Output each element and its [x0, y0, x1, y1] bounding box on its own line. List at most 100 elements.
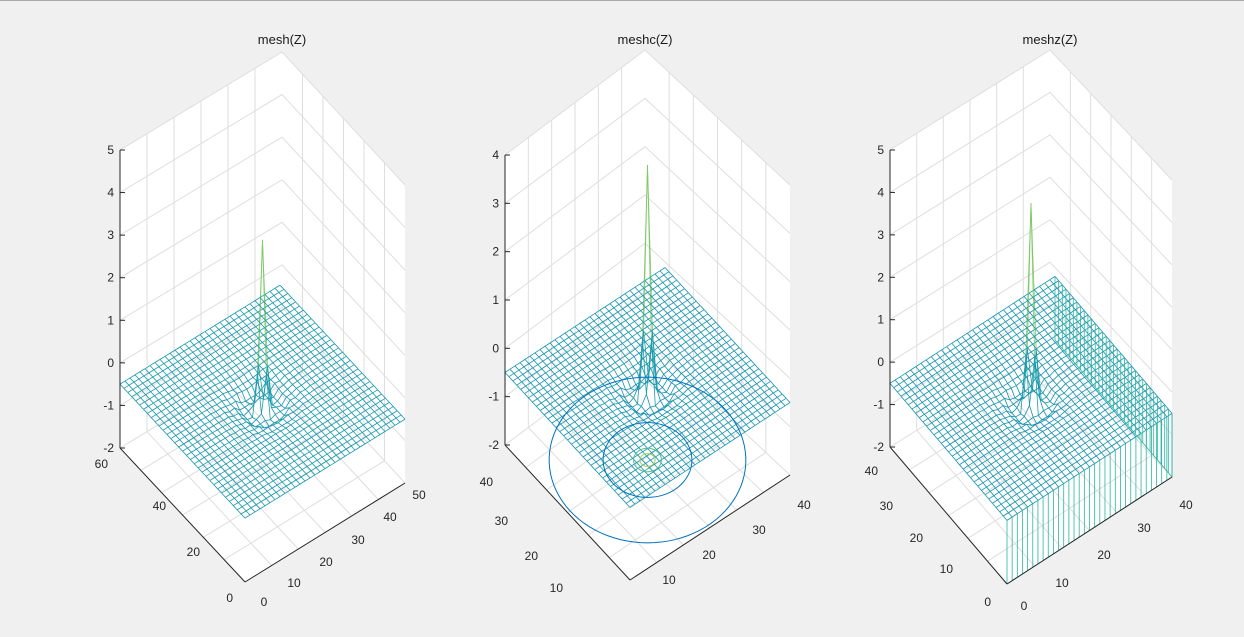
mesh-line: [286, 393, 292, 398]
mesh-line: [252, 463, 258, 468]
mesh-line: [310, 348, 316, 353]
z-tick-label: 3: [492, 196, 499, 210]
mesh-line: [169, 386, 174, 391]
mesh-line: [706, 378, 713, 384]
mesh-line: [294, 305, 300, 310]
mesh-line: [723, 353, 730, 358]
mesh-line: [225, 344, 230, 350]
mesh-line: [542, 357, 549, 362]
mesh-line: [660, 476, 667, 481]
mesh-line: [564, 329, 571, 334]
mesh-line: [690, 369, 696, 375]
mesh-line: [574, 357, 580, 362]
mesh-line: [608, 403, 614, 408]
mesh-line: [311, 404, 317, 409]
mesh-line: [176, 424, 183, 429]
mesh-line: [563, 337, 570, 341]
mesh-line: [210, 411, 216, 415]
mesh-line: [223, 419, 228, 425]
mesh-line: [189, 396, 196, 401]
mesh-line: [570, 417, 575, 423]
mesh-line: [271, 367, 278, 371]
mesh-line: [389, 402, 394, 407]
mesh-line: [247, 437, 253, 443]
mesh-line: [568, 428, 574, 433]
mesh-line: [146, 387, 151, 392]
mesh-line: [312, 426, 318, 431]
mesh-line: [124, 380, 130, 386]
mesh-line: [171, 427, 178, 432]
mesh-line: [729, 377, 736, 382]
mesh-line: [267, 366, 273, 371]
mesh-line: [357, 368, 363, 374]
mesh-line: [295, 301, 300, 307]
mesh-line: [271, 458, 277, 463]
mesh-line: [290, 364, 295, 369]
mesh-line: [198, 341, 204, 347]
mesh-line: [251, 419, 257, 425]
mesh-line: [325, 339, 331, 344]
mesh-line: [641, 482, 648, 487]
mesh-line: [710, 443, 717, 448]
mesh-line: [271, 407, 276, 415]
mesh-line: [239, 433, 245, 438]
mesh-line: [155, 414, 161, 420]
mesh-line: [224, 412, 229, 418]
mesh-line: [547, 418, 553, 424]
mesh-line: [286, 360, 292, 365]
mesh-line: [518, 369, 524, 375]
mesh-line: [630, 469, 636, 474]
mesh-line: [219, 321, 225, 327]
mesh-line: [168, 390, 174, 395]
mesh-line: [582, 426, 588, 431]
mesh-line: [141, 390, 146, 395]
mesh-line: [679, 288, 685, 293]
mesh-line: [227, 364, 232, 369]
mesh-line: [273, 325, 279, 330]
mesh-line: [700, 328, 707, 333]
mesh-line: [284, 434, 290, 439]
mesh-line: [310, 408, 317, 413]
mesh-line: [533, 394, 538, 400]
mesh-line: [211, 465, 217, 471]
mesh-line: [373, 415, 379, 420]
mesh-line: [582, 453, 589, 458]
mesh-line: [284, 338, 291, 342]
mesh-line: [200, 453, 205, 458]
mesh-line: [154, 392, 160, 397]
mesh-line: [148, 402, 154, 407]
mesh-line: [663, 305, 669, 310]
mesh-line: [275, 411, 281, 415]
mesh-line: [675, 345, 681, 350]
mesh-line: [601, 325, 607, 330]
mesh-line: [325, 375, 330, 381]
mesh-line: [363, 388, 369, 393]
mesh-line: [338, 347, 343, 353]
mesh-line: [585, 438, 591, 443]
mesh-line: [219, 470, 226, 475]
mesh-line: [179, 376, 185, 381]
mesh-line: [239, 306, 246, 311]
mesh-line: [595, 458, 602, 463]
mesh-line: [578, 452, 584, 458]
mesh-line: [157, 373, 163, 379]
mesh-line: [594, 344, 600, 349]
mesh-line: [548, 346, 555, 351]
mesh-line: [592, 359, 598, 364]
mesh-line: [222, 482, 228, 487]
mesh-line: [670, 348, 677, 354]
mesh-line: [616, 471, 622, 476]
mesh-line: [275, 492, 281, 497]
mesh-line: [239, 406, 245, 411]
mesh-line: [667, 275, 674, 280]
mesh-line: [587, 328, 594, 333]
mesh-line: [176, 427, 182, 433]
mesh-line: [311, 344, 317, 350]
mesh-line: [674, 390, 680, 394]
floor-panel: [505, 340, 790, 580]
mesh-line: [667, 374, 673, 380]
mesh-line: [713, 360, 720, 365]
